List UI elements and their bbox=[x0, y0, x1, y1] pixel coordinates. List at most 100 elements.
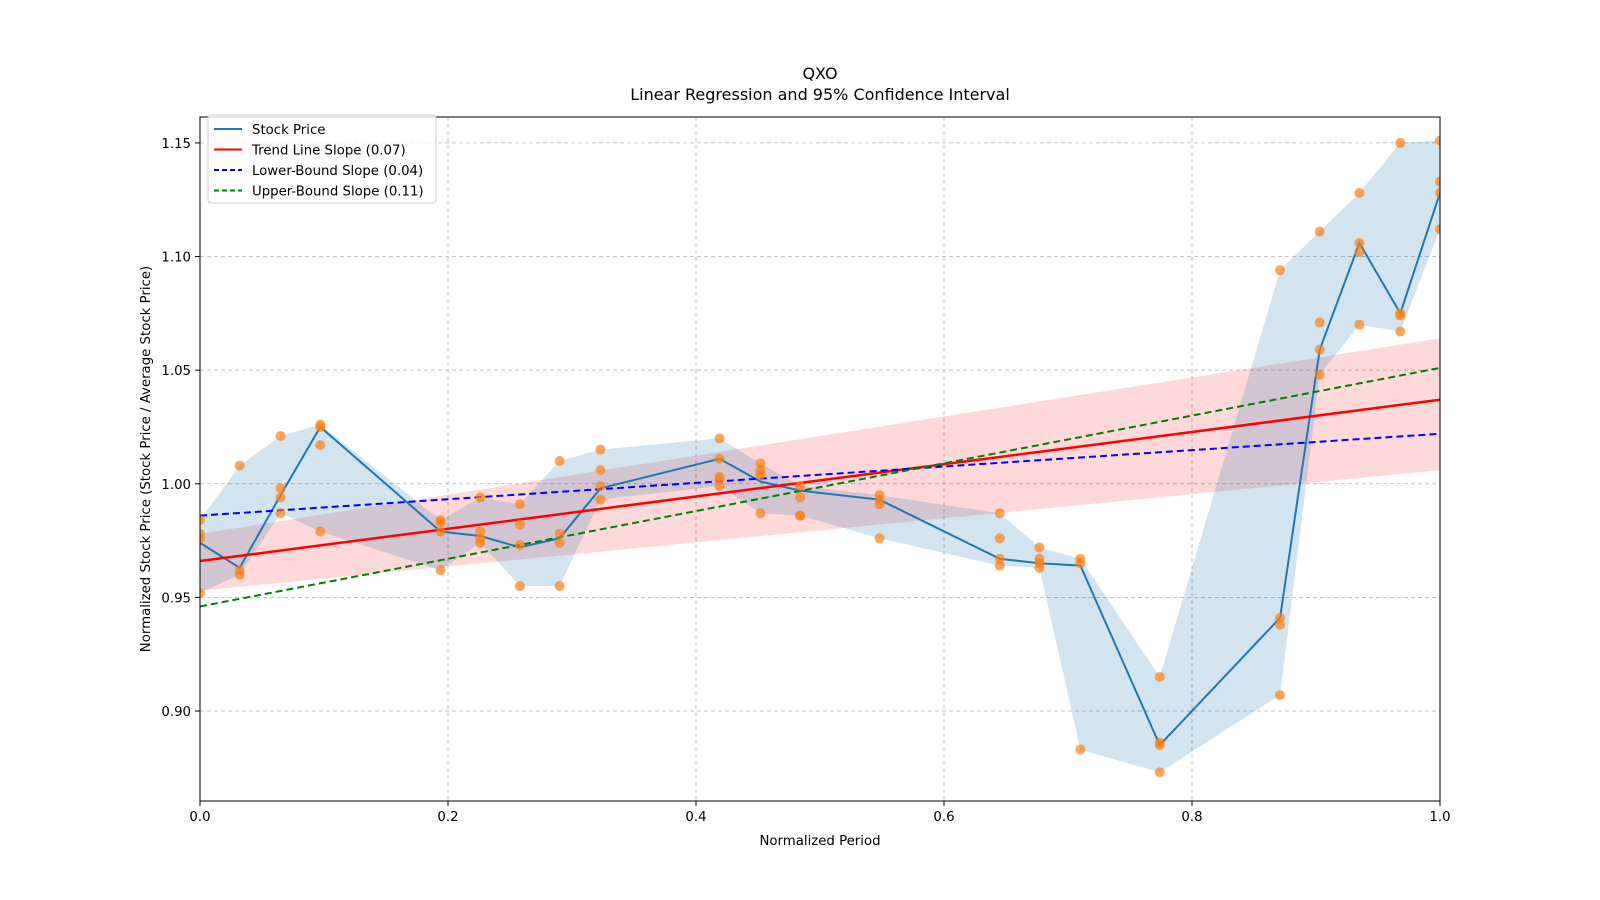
scatter-point bbox=[1034, 542, 1045, 553]
x-axis-label: Normalized Period bbox=[759, 834, 880, 849]
scatter-point bbox=[1435, 135, 1440, 146]
chart-title: QXO bbox=[802, 64, 837, 83]
scatter-point bbox=[755, 508, 766, 519]
scatter-point bbox=[795, 510, 806, 521]
scatter-point bbox=[1275, 619, 1286, 630]
x-tick-label: 0.4 bbox=[685, 810, 706, 825]
y-tick-label: 1.15 bbox=[161, 137, 191, 152]
scatter-layer bbox=[200, 135, 1440, 778]
scatter-point bbox=[994, 560, 1005, 571]
scatter-point bbox=[475, 492, 486, 503]
legend-label-2: Lower-Bound Slope (0.04) bbox=[252, 164, 423, 179]
scatter-point bbox=[595, 444, 606, 455]
scatter-point bbox=[994, 533, 1005, 544]
scatter-point bbox=[595, 494, 606, 505]
scatter-point bbox=[435, 526, 446, 537]
scatter-point bbox=[275, 508, 286, 519]
legend-label-3: Upper-Bound Slope (0.11) bbox=[252, 185, 424, 200]
y-tick-label: 1.00 bbox=[161, 478, 191, 493]
scatter-point bbox=[514, 581, 525, 592]
scatter-point bbox=[200, 533, 205, 544]
x-tick-label: 0.8 bbox=[1181, 810, 1202, 825]
scatter-point bbox=[234, 460, 245, 471]
scatter-point bbox=[554, 581, 565, 592]
y-axis: 0.90 0.95 1.00 1.05 1.10 1.15 bbox=[161, 137, 200, 720]
scatter-point bbox=[714, 433, 725, 444]
x-tick-label: 0.0 bbox=[189, 810, 210, 825]
x-axis: 0.0 0.2 0.4 0.6 0.8 1.0 bbox=[189, 801, 1451, 825]
scatter-point bbox=[1435, 187, 1440, 198]
upper-bound-line bbox=[200, 366, 1440, 608]
scatter-point bbox=[554, 456, 565, 467]
y-tick-label: 0.90 bbox=[161, 705, 191, 720]
scatter-point bbox=[1354, 187, 1365, 198]
plot-area bbox=[200, 135, 1440, 778]
scatter-point bbox=[554, 537, 565, 548]
scatter-point bbox=[595, 481, 606, 492]
scatter-point bbox=[1314, 344, 1325, 355]
scatter-point bbox=[1154, 671, 1165, 682]
scatter-point bbox=[1075, 558, 1086, 569]
scatter-point bbox=[315, 440, 326, 451]
y-tick-label: 1.05 bbox=[161, 364, 191, 379]
legend-box bbox=[207, 114, 437, 204]
scatter-point bbox=[1354, 246, 1365, 257]
scatter-point bbox=[1395, 326, 1406, 337]
scatter-point bbox=[514, 499, 525, 510]
scatter-point bbox=[200, 587, 205, 598]
scatter-point bbox=[795, 481, 806, 492]
scatter-point bbox=[554, 528, 565, 539]
scatter-point bbox=[1354, 237, 1365, 248]
scatter-point bbox=[275, 492, 286, 503]
scatter-point bbox=[1435, 176, 1440, 187]
scatter-point bbox=[1075, 744, 1086, 755]
scatter-point bbox=[755, 469, 766, 480]
scatter-point bbox=[1275, 265, 1286, 276]
scatter-point bbox=[275, 431, 286, 442]
confidence-band-layer bbox=[200, 338, 1440, 591]
y-axis-label: Normalized Stock Price (Stock Price / Av… bbox=[139, 266, 154, 652]
series-lines-layer bbox=[200, 192, 1440, 747]
scatter-point bbox=[994, 508, 1005, 519]
scatter-point bbox=[1275, 690, 1286, 701]
scatter-point bbox=[514, 540, 525, 551]
scatter-point bbox=[475, 537, 486, 548]
scatter-point bbox=[315, 526, 326, 537]
scatter-point bbox=[1154, 740, 1165, 751]
scatter-point bbox=[435, 517, 446, 528]
scatter-point bbox=[874, 499, 885, 510]
scatter-point bbox=[1435, 224, 1440, 235]
scatter-point bbox=[595, 465, 606, 476]
scatter-point bbox=[275, 483, 286, 494]
scatter-point bbox=[234, 569, 245, 580]
y-tick-label: 0.95 bbox=[161, 591, 191, 606]
x-tick-label: 0.2 bbox=[437, 810, 458, 825]
x-tick-label: 0.6 bbox=[933, 810, 954, 825]
legend: Stock Price Trend Line Slope (0.07) Lower-… bbox=[207, 114, 437, 204]
scatter-point bbox=[435, 565, 446, 576]
scatter-point bbox=[1314, 317, 1325, 328]
scatter-point bbox=[1314, 226, 1325, 237]
scatter-point bbox=[714, 481, 725, 492]
scatter-point bbox=[1395, 137, 1406, 148]
scatter-point bbox=[1034, 562, 1045, 573]
confidence-interval-band bbox=[200, 338, 1440, 591]
legend-label-0: Stock Price bbox=[252, 123, 325, 138]
trend-line bbox=[200, 398, 1440, 563]
y-tick-label: 1.10 bbox=[161, 251, 191, 266]
scatter-point bbox=[1354, 319, 1365, 330]
scatter-point bbox=[1395, 310, 1406, 321]
axes-frame bbox=[199, 116, 1441, 802]
scatter-point bbox=[1314, 369, 1325, 380]
x-tick-label: 1.0 bbox=[1429, 810, 1450, 825]
scatter-point bbox=[714, 453, 725, 464]
scatter-point bbox=[514, 519, 525, 530]
scatter-point bbox=[200, 515, 205, 526]
gridlines bbox=[199, 117, 1441, 801]
scatter-point bbox=[1154, 767, 1165, 778]
scatter-point bbox=[795, 492, 806, 503]
legend-label-1: Trend Line Slope (0.07) bbox=[251, 144, 406, 159]
lower-bound-line bbox=[200, 432, 1440, 517]
chart-subtitle: Linear Regression and 95% Confidence Int… bbox=[630, 85, 1010, 104]
